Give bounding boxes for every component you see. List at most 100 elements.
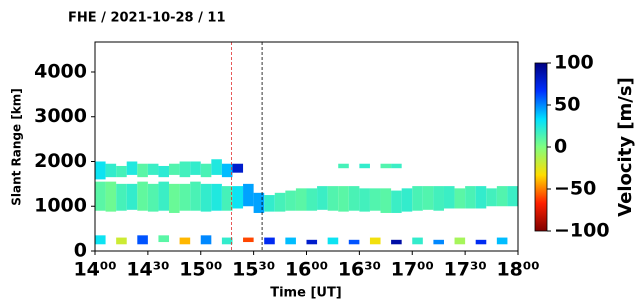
data-cell (180, 161, 191, 177)
data-cell (285, 191, 296, 211)
data-cell (328, 186, 339, 211)
data-cell (201, 164, 212, 177)
data-cell (391, 164, 402, 168)
data-cell (465, 186, 476, 208)
data-cell (222, 164, 233, 177)
data-cell (486, 188, 497, 206)
data-cell (497, 186, 508, 206)
data-cell (349, 186, 360, 211)
data-cell (328, 238, 339, 245)
data-cell (412, 238, 423, 245)
data-cell (423, 186, 434, 210)
data-cell (338, 164, 349, 168)
data-cell (158, 166, 169, 177)
data-cell (95, 182, 106, 211)
data-cell (158, 235, 169, 242)
data-cell (307, 188, 318, 210)
data-cell (338, 186, 349, 212)
data-cell (201, 235, 212, 244)
x-axis-label: Time [UT] (270, 286, 342, 301)
x-tick-label: 18⁰⁰ (496, 259, 539, 281)
data-cell (476, 186, 487, 208)
data-cell (275, 193, 286, 212)
data-cell (359, 188, 370, 211)
data-cell (106, 164, 117, 177)
data-cell (106, 182, 117, 212)
x-tick-label: 15⁰⁰ (179, 259, 222, 281)
data-cell (127, 161, 138, 174)
data-cell (169, 164, 180, 175)
y-axis-label: Slant Range [km] (10, 88, 24, 206)
chart-title: FHE / 2021-10-28 / 11 (68, 11, 226, 26)
data-cell (148, 184, 159, 212)
data-cell (254, 193, 265, 213)
data-cell (444, 186, 455, 208)
x-tick-label: 15³⁰ (232, 259, 275, 281)
y-tick-label: 4000 (34, 60, 87, 82)
data-cell (264, 195, 275, 212)
data-cell (232, 164, 243, 173)
data-cell (116, 238, 127, 245)
data-cell (391, 240, 402, 244)
data-cell (476, 240, 487, 244)
x-tick-label: 17⁰⁰ (391, 259, 434, 281)
data-cell (370, 188, 381, 210)
data-cell (455, 238, 466, 245)
plot-frame (95, 42, 518, 251)
x-tick-label: 14⁰⁰ (73, 259, 116, 281)
x-tick-label: 14³⁰ (126, 259, 169, 281)
data-cell (433, 186, 444, 211)
data-cell (402, 188, 413, 211)
colorbar-tick-label: 50 (554, 94, 580, 116)
colorbar-tick-label: 0 (554, 136, 567, 158)
x-tick-label: 17³⁰ (444, 259, 487, 281)
data-cell (116, 166, 127, 177)
data-cell (158, 182, 169, 211)
colorbar-tick-label: −50 (554, 178, 596, 200)
data-cell (137, 182, 148, 211)
data-cell (317, 186, 328, 210)
data-cell (127, 184, 138, 210)
y-tick-label: 3000 (34, 105, 87, 127)
data-cell (95, 235, 106, 244)
x-tick-label: 16⁰⁰ (285, 259, 328, 281)
y-tick-label: 2000 (34, 150, 87, 172)
data-cell (243, 238, 254, 242)
data-cell (211, 184, 222, 211)
data-cell (307, 240, 318, 244)
data-cell (433, 240, 444, 244)
colorbar-tick-label: 100 (554, 52, 594, 74)
x-tick-label: 16³⁰ (338, 259, 381, 281)
data-cell (370, 238, 381, 245)
data-cell (381, 188, 392, 213)
data-cell (222, 186, 233, 211)
data-cell (455, 188, 466, 208)
data-cell (190, 161, 201, 174)
data-cell (137, 235, 148, 244)
data-cell (148, 164, 159, 175)
data-cell (391, 191, 402, 213)
data-cell (211, 159, 222, 175)
data-cell (180, 184, 191, 211)
data-cell (381, 164, 392, 168)
colorbar (535, 63, 547, 231)
data-cell (243, 184, 254, 206)
colorbar-label: Velocity [m/s] (615, 77, 636, 217)
data-cell (116, 184, 127, 211)
data-cell (222, 238, 233, 245)
colorbar-tick-label: −100 (554, 220, 610, 242)
y-tick-label: 0 (74, 240, 87, 262)
data-cell (190, 182, 201, 211)
data-cell (349, 240, 360, 244)
data-cell (359, 164, 370, 168)
y-tick-label: 1000 (34, 195, 87, 217)
data-cell (285, 238, 296, 245)
data-cell (497, 238, 508, 245)
data-cell (95, 161, 106, 179)
data-cell (232, 186, 243, 208)
data-cell (264, 238, 275, 245)
data-cell (507, 186, 518, 206)
data-cell (169, 184, 180, 213)
data-cell (137, 164, 148, 177)
data-cell (296, 188, 307, 210)
